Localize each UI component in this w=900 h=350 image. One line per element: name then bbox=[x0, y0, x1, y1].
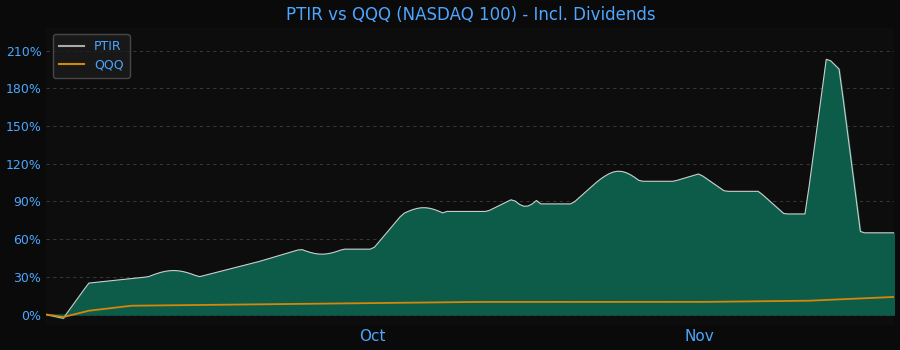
Legend: PTIR, QQQ: PTIR, QQQ bbox=[52, 34, 130, 78]
Title: PTIR vs QQQ (NASDAQ 100) - Incl. Dividends: PTIR vs QQQ (NASDAQ 100) - Incl. Dividen… bbox=[285, 6, 655, 23]
